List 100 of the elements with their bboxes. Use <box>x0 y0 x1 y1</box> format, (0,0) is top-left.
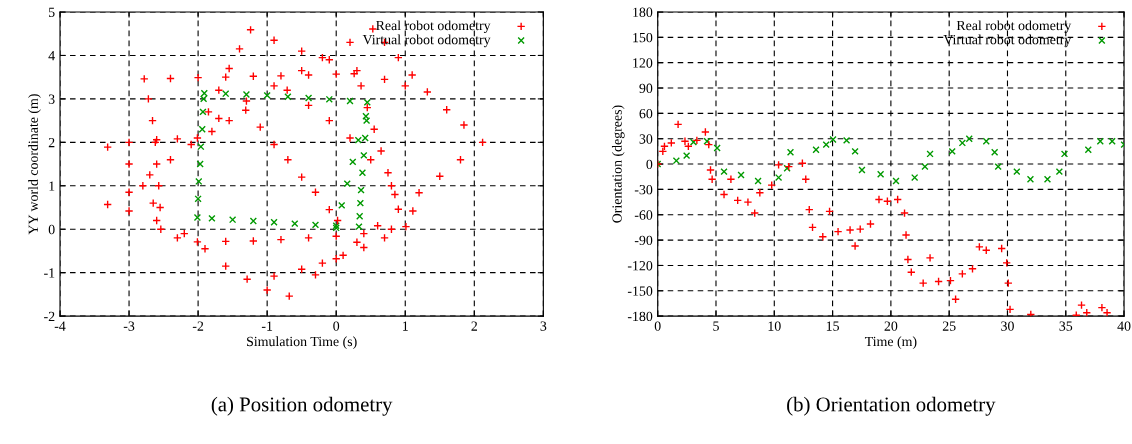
point <box>355 222 363 231</box>
point <box>874 195 884 204</box>
point <box>291 219 299 228</box>
y-tick-label: -2 <box>44 311 55 321</box>
point <box>1060 150 1069 158</box>
point <box>706 165 715 175</box>
text: (b) Orientation odometry <box>787 396 996 416</box>
point <box>1096 137 1104 145</box>
point <box>968 264 977 274</box>
point <box>855 224 865 234</box>
point <box>1026 175 1035 183</box>
y-axis-title: YY world coordinate (m) <box>28 94 41 235</box>
point <box>982 137 990 145</box>
point <box>1084 146 1092 154</box>
point <box>196 160 204 168</box>
x-tick-label: 40 <box>1117 321 1131 331</box>
point <box>228 216 237 224</box>
point <box>842 136 851 145</box>
point <box>743 197 753 207</box>
point <box>726 174 736 184</box>
point <box>1108 137 1116 145</box>
point <box>719 190 729 199</box>
point <box>199 95 208 103</box>
y-tick-label: 1 <box>49 181 55 191</box>
point <box>197 143 205 151</box>
point <box>701 127 710 137</box>
y-tick-label: 60 <box>639 108 653 119</box>
y-tick-label: 150 <box>633 32 653 43</box>
point <box>903 255 913 264</box>
point <box>1077 300 1086 310</box>
point <box>911 173 919 182</box>
legend-label: Virtual robot odometry <box>943 34 1072 48</box>
point <box>750 208 760 218</box>
point <box>754 177 762 185</box>
y-tick-label: -60 <box>634 210 653 220</box>
point <box>198 125 206 133</box>
y-tick-label: 30 <box>639 134 653 144</box>
y-tick-label: -180 <box>627 311 653 322</box>
point <box>991 148 999 156</box>
y-tick-label: -30 <box>634 184 653 195</box>
point <box>720 168 728 176</box>
x-tick-label: 3 <box>540 321 547 331</box>
legend-label: Virtual robot odometry <box>362 34 491 48</box>
point <box>1055 168 1064 176</box>
x-tick-label: -3 <box>123 321 135 331</box>
point <box>958 139 966 147</box>
point <box>925 253 935 263</box>
x-tick-label: 0 <box>654 321 661 331</box>
point <box>901 230 911 240</box>
x-tick-label: 1 <box>403 321 408 331</box>
point <box>822 140 830 149</box>
x-tick-label: 15 <box>826 321 839 331</box>
y-tick-label: -90 <box>634 235 653 246</box>
point <box>343 179 351 188</box>
point <box>208 214 216 223</box>
point <box>194 195 202 203</box>
point <box>926 150 934 158</box>
point <box>921 162 929 171</box>
x-tick-label: -4 <box>54 321 66 331</box>
point <box>195 177 203 186</box>
point <box>360 151 368 160</box>
point <box>1102 308 1112 317</box>
y-tick-label: -1 <box>44 268 55 278</box>
point <box>304 94 313 102</box>
text: (a) Position odometry <box>211 396 393 416</box>
point <box>349 158 357 166</box>
point <box>1005 304 1015 314</box>
y-tick-label: 5 <box>49 7 55 17</box>
legend-label: Real robot odometry <box>956 20 1072 34</box>
point <box>774 160 783 170</box>
point <box>755 188 765 198</box>
point <box>357 186 365 194</box>
point <box>994 162 1002 171</box>
point <box>850 241 860 251</box>
point <box>829 135 837 144</box>
y-tick-label: 180 <box>633 7 653 17</box>
x-tick-label: 30 <box>1001 321 1014 331</box>
x-tick-label: 25 <box>942 321 956 331</box>
point <box>713 144 721 152</box>
x-axis-title: Time (m) <box>864 336 917 349</box>
point <box>362 112 370 120</box>
point <box>200 89 208 97</box>
point <box>222 90 230 98</box>
point <box>1002 258 1012 268</box>
point <box>866 219 875 229</box>
y-tick-label: 120 <box>633 58 653 68</box>
point <box>673 119 683 129</box>
point <box>918 278 928 288</box>
point <box>356 199 365 207</box>
point <box>900 208 909 218</box>
x-tick-label: 2 <box>471 321 478 331</box>
point <box>1003 278 1013 288</box>
point <box>363 98 371 107</box>
point <box>833 227 843 237</box>
y-tick-label: 4 <box>48 51 55 61</box>
x-tick-label: -1 <box>261 321 273 331</box>
point <box>270 218 278 226</box>
point <box>975 242 984 252</box>
point <box>774 173 783 182</box>
point <box>786 148 795 156</box>
